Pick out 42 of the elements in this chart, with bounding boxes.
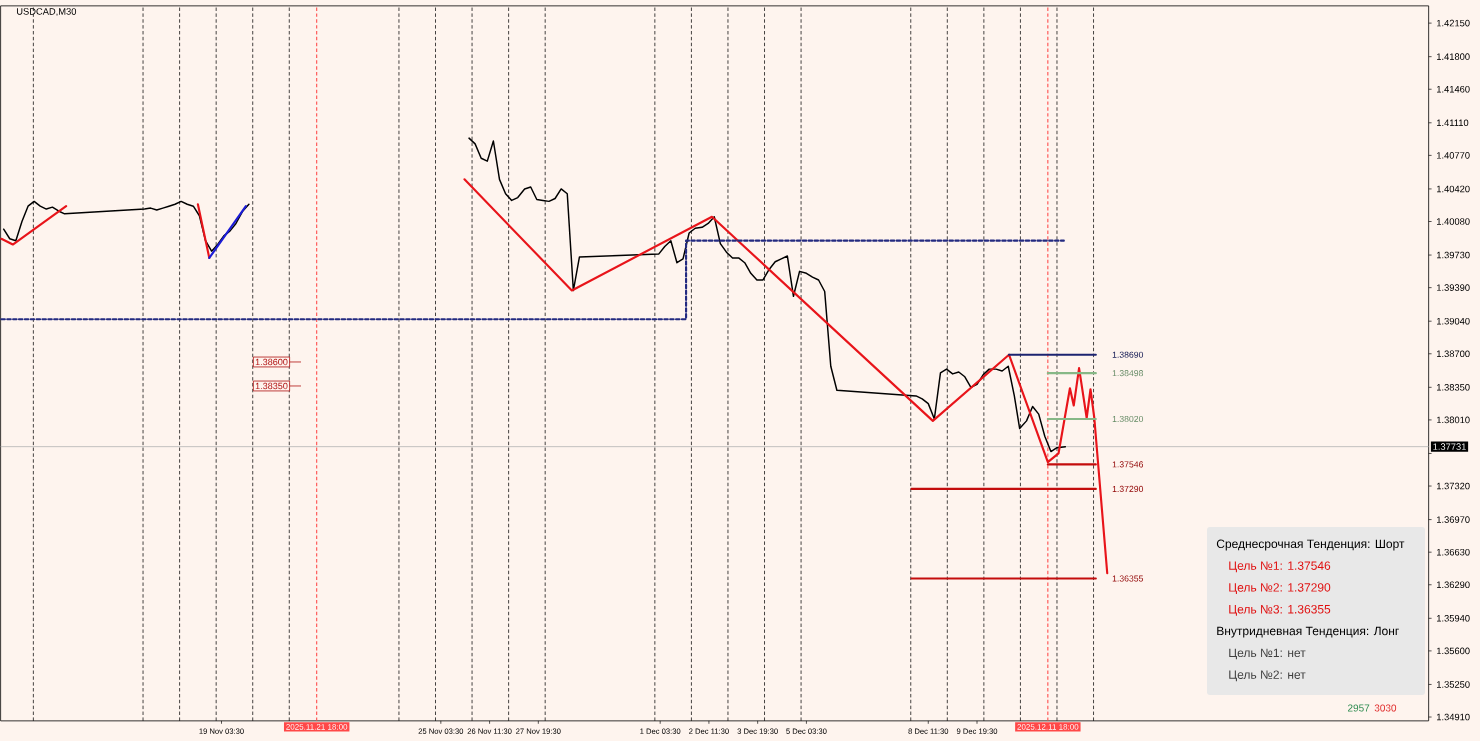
series-label: 1.38498 xyxy=(1112,370,1144,377)
y-tick-label: 1.42150 xyxy=(1437,19,1470,27)
series-label: 1.37546 xyxy=(1112,461,1144,468)
annotation: 1.38600 xyxy=(255,358,288,366)
y-tick-label: 1.35940 xyxy=(1437,615,1470,622)
chart-title: USDCAD,M30 xyxy=(16,8,77,16)
ref-line-label: 2025.11.21 18:00 xyxy=(286,724,348,730)
ref-line-label: 1.37731 xyxy=(1433,443,1466,450)
y-tick-label: 1.40770 xyxy=(1437,152,1470,159)
y-tick-label: 1.37320 xyxy=(1437,482,1470,490)
y-tick-label: 1.39390 xyxy=(1437,284,1470,291)
annotation: Цель №3: 1.36355 xyxy=(1229,604,1331,616)
y-tick-label: 1.36970 xyxy=(1437,516,1470,523)
y-tick-label: 1.38350 xyxy=(1437,384,1470,391)
annotation: Цель №2: нет xyxy=(1229,670,1306,682)
y-tick-label: 1.41800 xyxy=(1437,53,1470,60)
series-label: 1.38690 xyxy=(1112,351,1144,358)
y-tick-label: 1.34910 xyxy=(1437,713,1470,721)
y-tick-label: 1.40420 xyxy=(1437,185,1470,193)
y-tick-label: 1.40080 xyxy=(1437,218,1470,225)
y-tick-label: 1.38700 xyxy=(1437,350,1470,358)
annotation: 1.38350 xyxy=(255,382,288,390)
y-tick-label: 1.39040 xyxy=(1437,317,1470,325)
annotation: Внутридневная Тенденция: Лонг xyxy=(1217,626,1399,638)
y-tick-label: 1.36290 xyxy=(1437,581,1470,589)
y-tick-label: 1.38010 xyxy=(1437,416,1470,424)
series-label: 1.36355 xyxy=(1112,575,1144,582)
y-tick-label: 1.39730 xyxy=(1437,251,1470,259)
annotation: Цель №2: 1.37290 xyxy=(1229,583,1331,594)
annotation: 2957 xyxy=(1348,704,1370,712)
y-tick-label: 1.36630 xyxy=(1437,548,1470,556)
y-tick-label: 1.41110 xyxy=(1437,119,1469,127)
series-label: 1.37290 xyxy=(1112,485,1144,492)
y-tick-label: 1.41460 xyxy=(1437,85,1470,93)
ref-line-label: 2025.12.11 18:00 xyxy=(1017,724,1079,730)
annotation: Среднесрочная Тенденция: Шорт xyxy=(1216,539,1405,551)
y-tick-label: 1.35600 xyxy=(1437,647,1470,655)
annotation: Цель №1: нет xyxy=(1229,648,1306,660)
annotation: Цель №1: 1.37546 xyxy=(1229,561,1331,573)
series-label: 1.38020 xyxy=(1112,415,1144,423)
y-tick-label: 1.35250 xyxy=(1437,681,1470,688)
annotation: 3030 xyxy=(1374,704,1397,712)
